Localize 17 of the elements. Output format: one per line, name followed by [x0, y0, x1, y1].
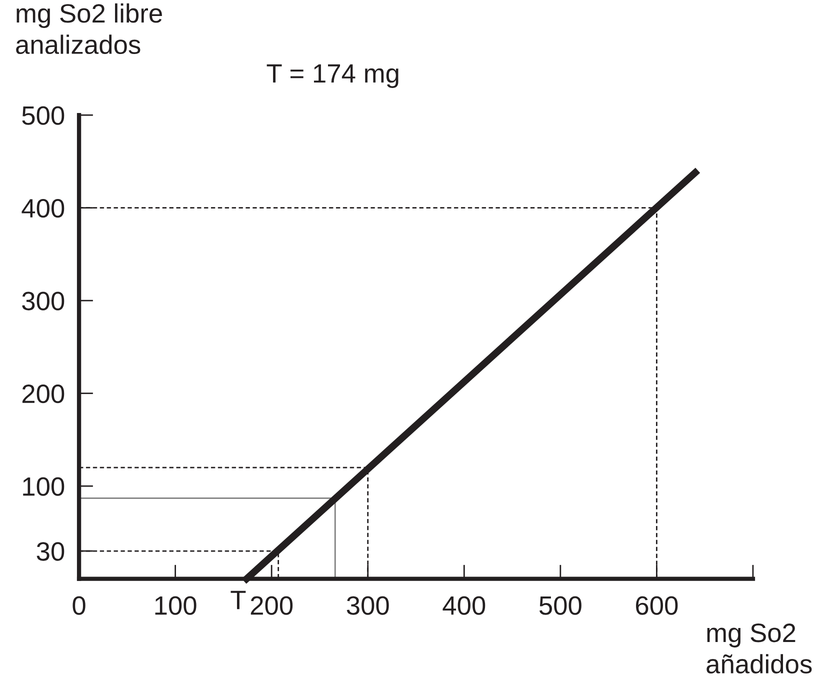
y-tick-label: 400 — [22, 198, 64, 218]
y-tick-label: 500 — [22, 106, 64, 125]
annotation: T — [230, 590, 246, 610]
x-tick-label: 500 — [539, 596, 582, 615]
x-axis-title: mg So2 añadidos — [706, 624, 812, 674]
chart-title: T = 174 mg — [266, 64, 398, 88]
x-tick-label: 300 — [346, 596, 389, 615]
x-tick-label: 100 — [155, 596, 196, 615]
x-tick-label: 200 — [250, 596, 293, 615]
y-tick-label: 30 — [36, 542, 64, 561]
y-tick-label: 300 — [22, 292, 64, 310]
x-tick-label: 400 — [442, 596, 486, 615]
y-tick-label: 200 — [22, 384, 64, 404]
x-tick-label: 0 — [72, 596, 86, 615]
x-tick-label: 600 — [636, 596, 678, 615]
y-tick-label: 100 — [23, 477, 64, 496]
y-axis-title: mg So2 libre analizados — [16, 3, 162, 54]
